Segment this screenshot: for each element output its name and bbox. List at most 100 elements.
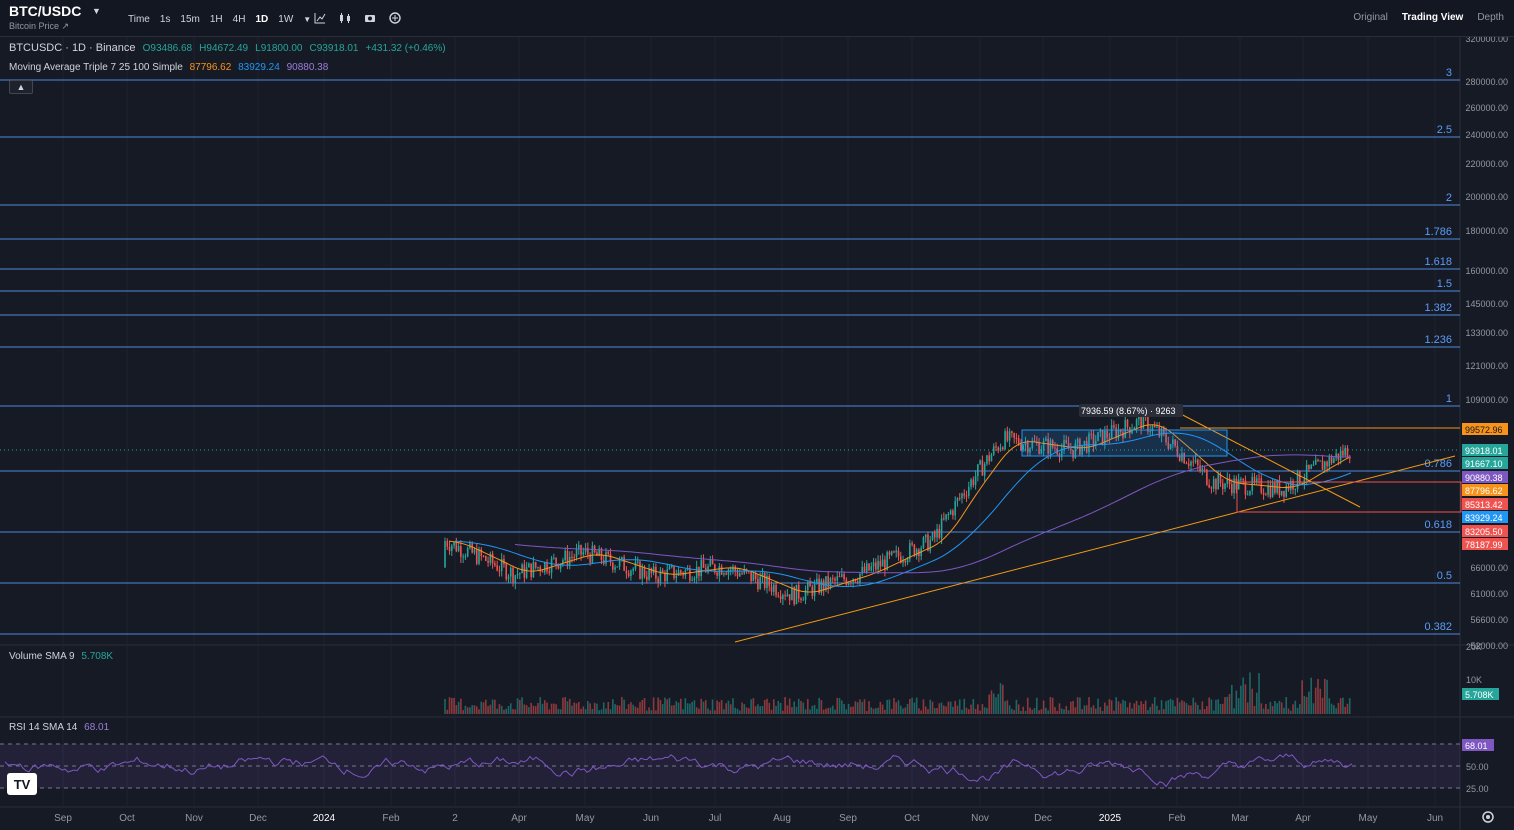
candle-body <box>983 463 986 476</box>
tab-original[interactable]: Original <box>1353 12 1388 23</box>
volume-bar <box>1317 678 1319 714</box>
volume-bar <box>643 698 646 714</box>
candle-body <box>922 537 925 549</box>
candle-body <box>736 571 739 577</box>
tf-4h[interactable]: 4H <box>232 13 246 25</box>
candle-body <box>933 532 936 538</box>
tf-1h[interactable]: 1H <box>209 13 223 25</box>
line-tool-icon[interactable] <box>312 10 328 26</box>
add-indicator-icon[interactable] <box>387 10 403 26</box>
fib-level-label: 1.618 <box>1424 256 1452 268</box>
volume-bar <box>924 706 927 714</box>
volume-bar <box>1212 710 1215 714</box>
candle-body <box>1308 464 1310 469</box>
tf-more-icon[interactable]: ▼ <box>303 14 312 24</box>
volume-bar <box>1233 708 1235 714</box>
candle-body <box>646 576 648 580</box>
volume-bar <box>564 697 566 714</box>
symbol-title[interactable]: BTC/USDC <box>9 3 82 19</box>
candle-body <box>1017 438 1020 445</box>
volume-bar <box>584 709 587 714</box>
candle-body <box>539 567 542 572</box>
candle-body <box>875 562 877 570</box>
candle-body <box>995 446 997 448</box>
candle-body <box>1285 486 1288 497</box>
volume-bar <box>897 700 900 714</box>
time-tick-label: Nov <box>971 813 989 824</box>
candle-body <box>1176 445 1179 456</box>
candle-body <box>877 560 879 570</box>
volume-bar <box>786 705 789 714</box>
candle-body <box>879 560 882 567</box>
candle-type-icon[interactable] <box>337 10 353 26</box>
camera-icon[interactable] <box>362 10 378 26</box>
candle-body <box>838 576 841 578</box>
chart-area[interactable]: Sep Oct Nov Dec 2024 Feb 2 Apr May Jun Jul Aug Sep Oc… <box>0 37 1514 830</box>
collapse-legend-button[interactable]: ▲ <box>9 80 33 94</box>
price-tag <box>1462 511 1508 523</box>
candle-body <box>475 549 478 564</box>
tf-1w[interactable]: 1W <box>278 13 294 25</box>
candle-body <box>902 560 904 563</box>
candle-body <box>1201 468 1204 471</box>
tradingview-logo[interactable]: TV <box>7 773 37 795</box>
candle-body <box>473 549 476 553</box>
rsi-tick-label: 25.00 <box>1466 784 1489 794</box>
candle-body <box>931 532 934 540</box>
tf-time[interactable]: Time <box>128 13 150 25</box>
symbol-subtitle[interactable]: Bitcoin Price ↗ <box>9 21 69 32</box>
tf-1d[interactable]: 1D <box>255 13 269 25</box>
volume-bar <box>455 705 458 714</box>
volume-bar <box>1047 710 1049 714</box>
candle-body <box>514 575 517 583</box>
candle-body <box>1265 494 1267 496</box>
volume-bar <box>1008 705 1011 714</box>
symbol-dropdown-icon[interactable]: ▼ <box>92 6 101 16</box>
ma-legend[interactable]: Moving Average Triple 7 25 100 Simple 87… <box>9 62 332 73</box>
volume-bar <box>503 709 505 714</box>
volume-bar <box>974 708 977 714</box>
price-tag-label: 93918.01 <box>1465 446 1503 456</box>
tf-15m[interactable]: 15m <box>180 13 200 25</box>
price-tick-label: 52000.00 <box>1470 641 1508 651</box>
candle-body <box>752 573 755 582</box>
candle-body <box>564 550 566 561</box>
volume-bar <box>736 708 739 714</box>
candle-body <box>1233 478 1235 494</box>
candle-body <box>616 566 619 568</box>
candle-body <box>634 562 637 569</box>
volume-bar <box>1015 699 1018 714</box>
candle-body <box>1199 465 1201 471</box>
tab-trading-view[interactable]: Trading View <box>1401 12 1464 23</box>
volume-bar <box>460 698 462 714</box>
gear-icon[interactable] <box>1481 810 1495 824</box>
candle-body <box>505 564 508 580</box>
candle-body <box>623 557 625 571</box>
volume-bar <box>1210 699 1213 714</box>
time-tick-label: Feb <box>1168 813 1186 824</box>
rsi-legend[interactable]: RSI 14 SMA 14 68.01 <box>9 722 113 733</box>
candle-body <box>704 567 707 573</box>
candle-body <box>1167 442 1170 449</box>
volume-legend[interactable]: Volume SMA 9 5.708K <box>9 651 117 662</box>
tf-1s[interactable]: 1s <box>159 13 171 25</box>
candle-body <box>748 570 750 572</box>
volume-bar <box>704 700 707 714</box>
volume-bar <box>1201 701 1204 714</box>
candle-body <box>600 548 603 561</box>
volume-bar <box>607 702 610 714</box>
candle-body <box>754 573 757 580</box>
volume-bar <box>1065 705 1068 714</box>
tab-depth[interactable]: Depth <box>1477 12 1504 23</box>
volume-bar <box>895 702 898 714</box>
price-chart-svg[interactable]: Sep Oct Nov Dec 2024 Feb 2 Apr May Jun Jul Aug Sep Oc… <box>0 37 1514 830</box>
candle-body <box>786 594 789 597</box>
volume-bar <box>475 706 478 714</box>
volume-bar <box>1217 699 1220 714</box>
candle-body <box>519 573 521 575</box>
candle-body <box>829 578 832 588</box>
candle-body <box>1314 459 1317 465</box>
candle-body <box>1013 433 1015 438</box>
candle-body <box>582 551 585 555</box>
candle-body <box>972 479 975 485</box>
